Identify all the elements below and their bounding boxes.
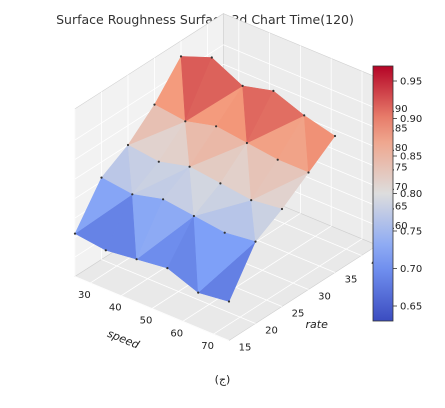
surface-vertex — [166, 267, 169, 270]
grid-line — [101, 259, 256, 324]
surface-vertex — [227, 300, 231, 303]
colorbar-tick-label: 0.70 — [400, 264, 422, 275]
surface-vertex — [157, 160, 160, 163]
y-tick-label: 30 — [318, 292, 331, 303]
surface-vertex — [197, 291, 200, 294]
surface-facet — [197, 232, 257, 293]
surface-vertex — [192, 214, 195, 218]
surface-vertex — [215, 125, 218, 128]
z-tick-label: 0.60 — [385, 221, 407, 232]
x-axis-label: speed — [105, 327, 142, 352]
surface-facet — [246, 90, 305, 144]
surface-vertex — [135, 258, 138, 261]
surface-facet — [250, 199, 283, 243]
y-tick-label: 20 — [265, 326, 278, 337]
z-tick-label: 0.85 — [385, 123, 407, 134]
surface-facet — [135, 198, 195, 260]
surface-vertex — [250, 199, 253, 202]
figure-caption: (ج) — [214, 373, 231, 386]
chart-title: Surface Roughness Surface 3d Chart Time(… — [56, 12, 354, 27]
surface-vertex — [210, 56, 213, 59]
surface-vertex — [272, 89, 275, 92]
y-axis-label: rate — [306, 318, 329, 331]
z-tick-label: 0.70 — [385, 182, 407, 193]
z-tick-label: 0.90 — [385, 104, 407, 115]
grid-line — [182, 225, 332, 322]
surface-vertex — [333, 134, 337, 138]
surface-vertex — [184, 120, 187, 123]
surface-vertex — [223, 231, 226, 234]
surface-facet — [250, 159, 310, 201]
surface-facet — [303, 114, 336, 174]
surface-vertex — [241, 84, 244, 87]
surface-vertex — [100, 176, 103, 179]
grid-line — [223, 44, 378, 110]
surface-vertex — [73, 232, 77, 235]
surface-vertex — [219, 182, 222, 185]
surface-vertex — [254, 240, 257, 243]
surface-facet — [193, 183, 252, 217]
surface-facet — [184, 57, 244, 122]
surface-vertex — [179, 55, 183, 58]
x-tick-label: 70 — [201, 341, 214, 352]
y-tick-label: 15 — [239, 343, 252, 354]
colorbar-tick-label: 0.85 — [400, 152, 422, 163]
x-tick-label: 30 — [78, 290, 91, 301]
surface-facet — [127, 104, 186, 146]
grid-line — [74, 276, 230, 341]
colorbar — [372, 65, 394, 322]
surface-vertex — [126, 143, 130, 147]
z-tick-label: 0.65 — [385, 201, 407, 212]
surface-vertex — [245, 141, 248, 145]
x-tick-label: 50 — [140, 316, 153, 327]
surface-vertex — [303, 114, 306, 117]
surface-vertex — [276, 158, 279, 161]
surface-vertex — [280, 207, 284, 211]
x-tick-label: 60 — [170, 328, 183, 339]
x-tick-label: 40 — [109, 303, 122, 314]
colorbar-tick-label: 0.65 — [400, 302, 422, 313]
colorbar-tick-label: 0.90 — [400, 114, 422, 125]
z-tick-label: 0.80 — [385, 143, 407, 154]
y-tick-label: 25 — [292, 309, 305, 320]
surface-facet — [132, 161, 191, 195]
surface-vertex — [188, 165, 191, 168]
surface-vertex — [307, 171, 310, 174]
surface-vertex — [153, 103, 156, 106]
grid-line — [213, 238, 363, 335]
surface-facet — [74, 177, 133, 235]
colorbar-tick-label: 0.95 — [400, 77, 422, 88]
surface-vertex — [162, 198, 165, 201]
surface-vertex — [104, 249, 107, 252]
colorbar-tick-label: 0.80 — [400, 189, 422, 200]
grid-line — [223, 63, 378, 129]
y-tick-label: 35 — [345, 275, 358, 286]
surface-vertex — [131, 193, 134, 196]
z-tick-label: 0.75 — [385, 162, 407, 173]
colorbar-tick-label: 0.75 — [400, 227, 422, 238]
surface-facet — [188, 125, 248, 168]
